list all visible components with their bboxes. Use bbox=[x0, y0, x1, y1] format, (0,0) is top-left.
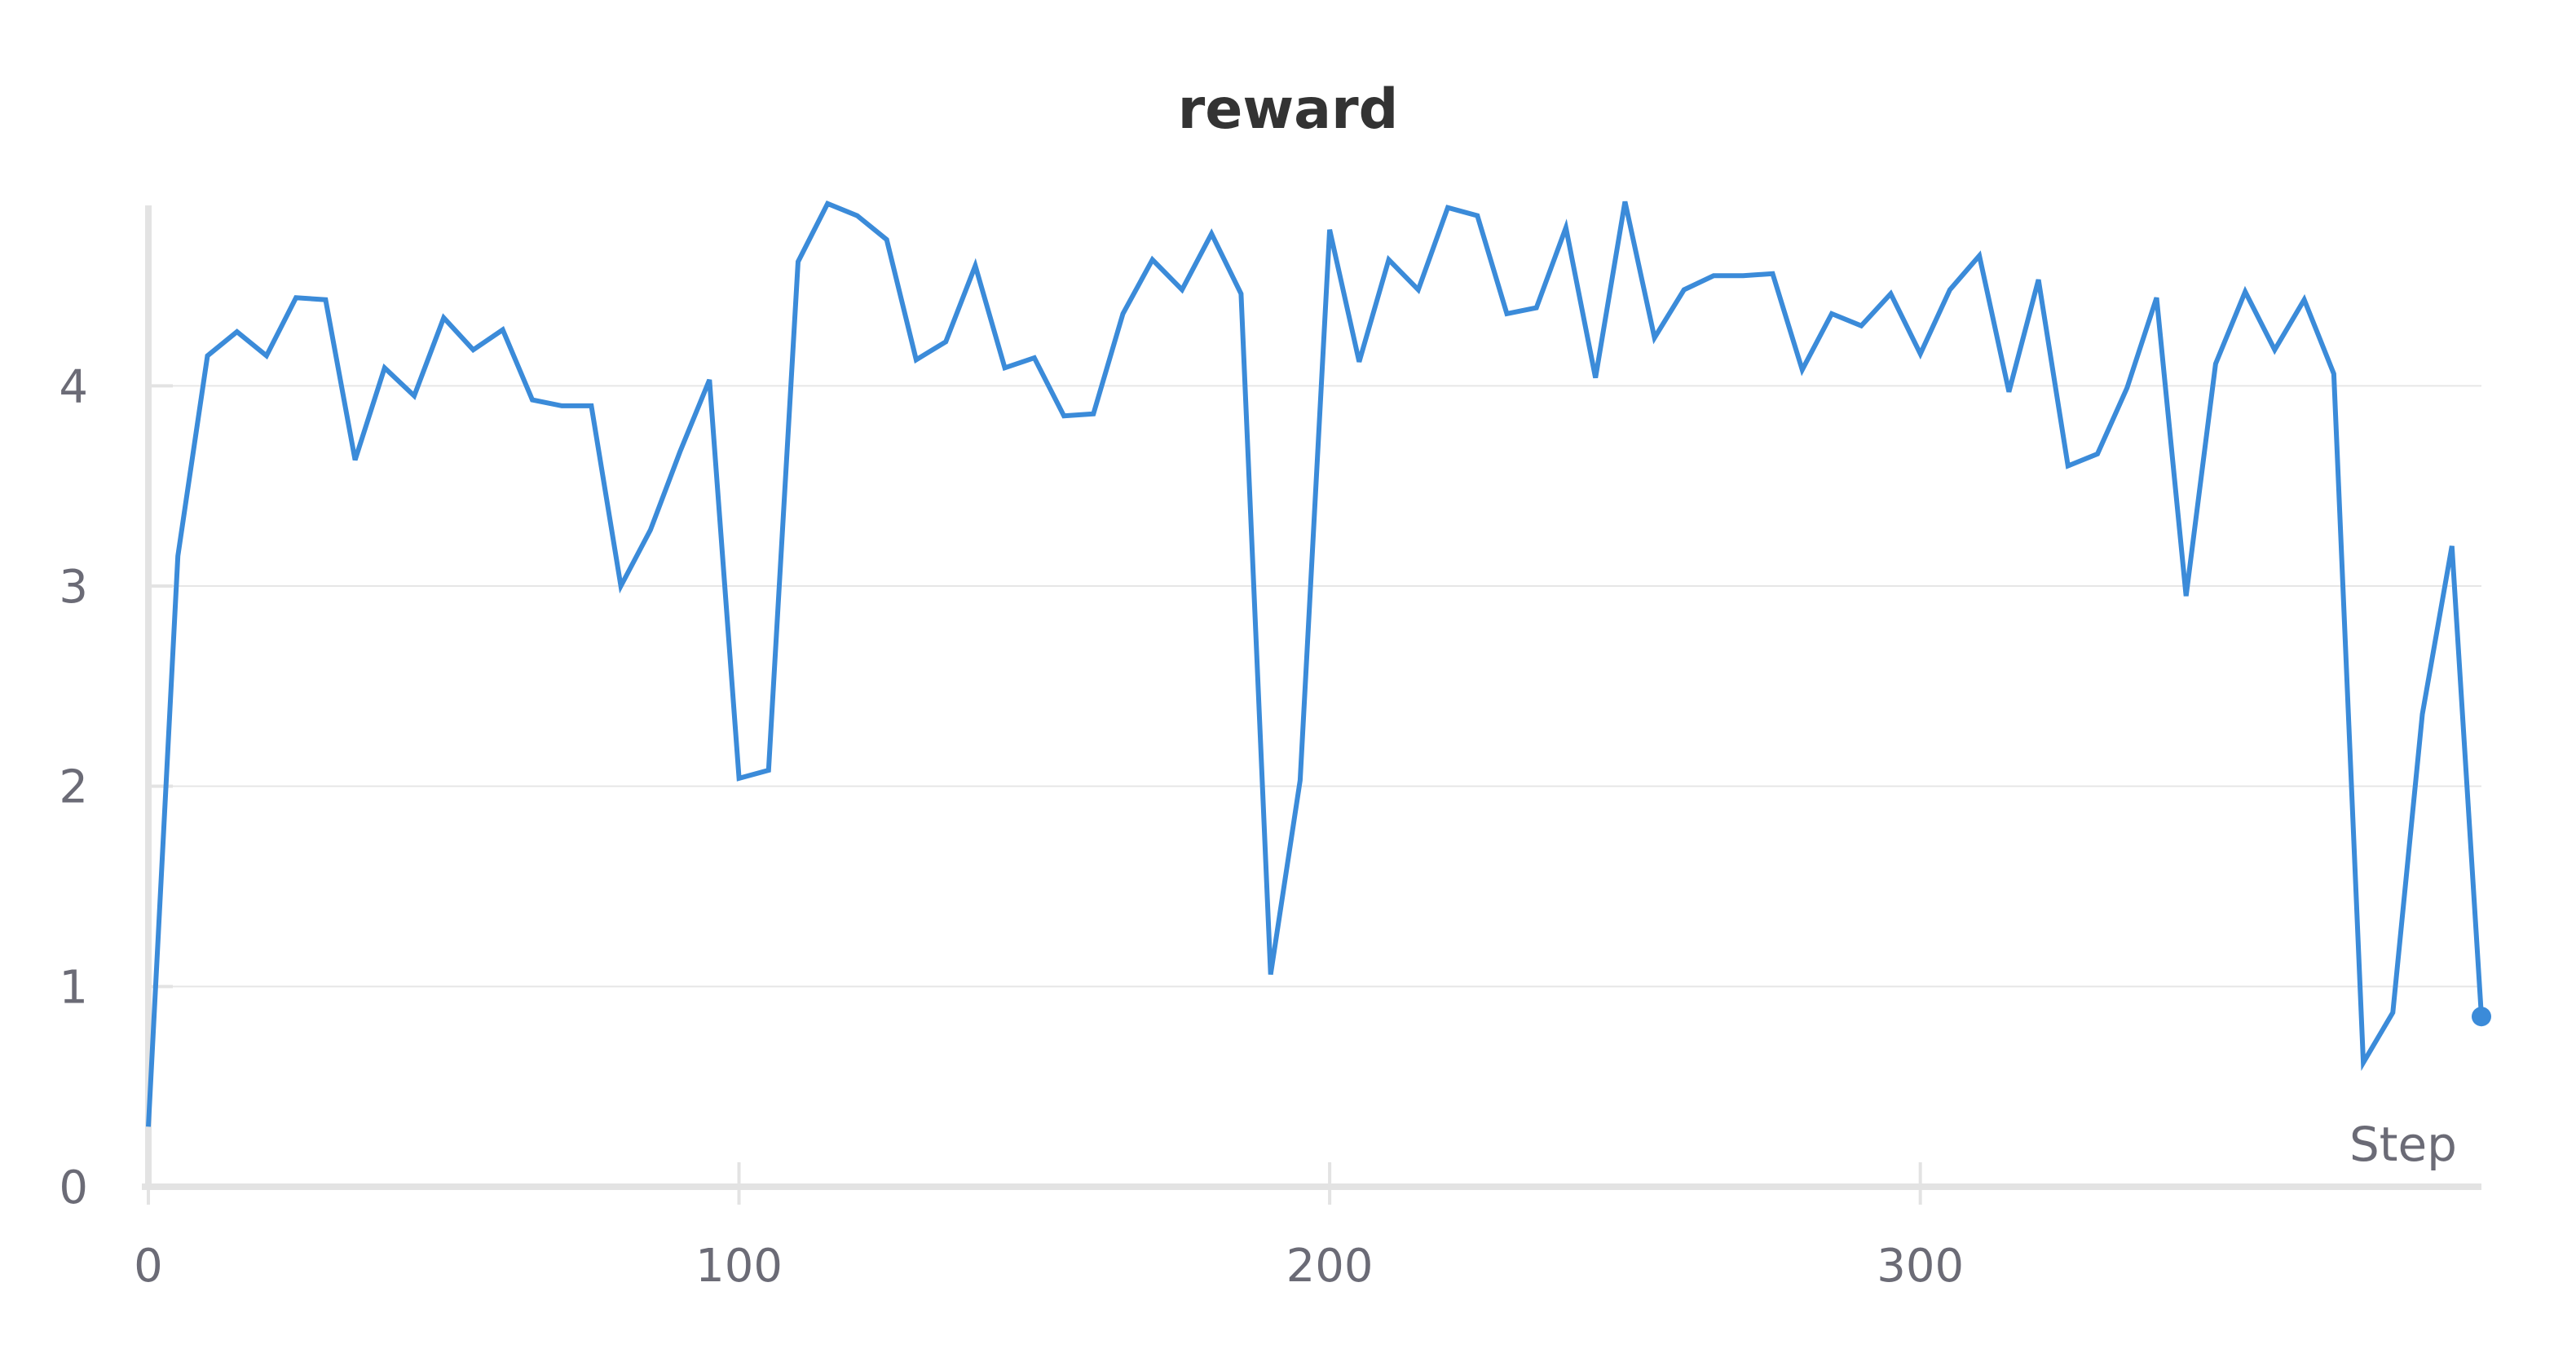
x-tick-label: 200 bbox=[1286, 1240, 1374, 1293]
y-tick-label: 1 bbox=[59, 961, 88, 1014]
x-axis-title: Step bbox=[2349, 1117, 2457, 1172]
x-tick-label: 100 bbox=[695, 1240, 783, 1293]
chart-title: reward bbox=[1177, 77, 1399, 142]
x-tick-label: 300 bbox=[1877, 1240, 1964, 1293]
y-tick-label: 2 bbox=[59, 761, 88, 814]
y-tick-label: 4 bbox=[59, 360, 88, 413]
reward-series-line[interactable] bbox=[146, 200, 2484, 1127]
x-tick-label: 0 bbox=[134, 1240, 163, 1293]
series-end-point[interactable] bbox=[2472, 1007, 2491, 1027]
y-tick-label: 3 bbox=[59, 561, 88, 614]
y-tick-label: 0 bbox=[59, 1161, 88, 1214]
